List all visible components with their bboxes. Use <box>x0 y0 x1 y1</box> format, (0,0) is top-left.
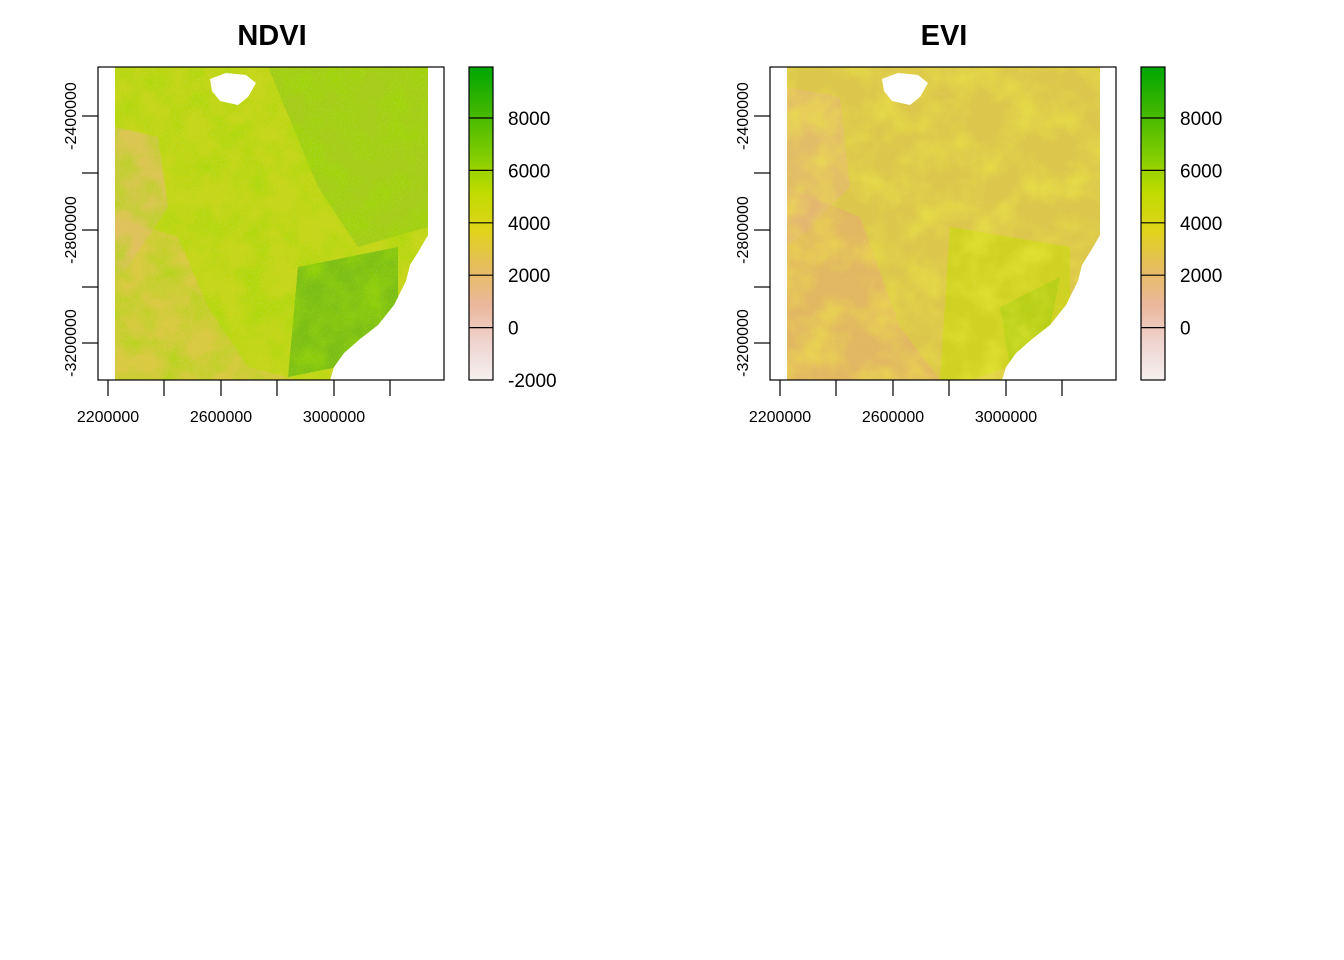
ndvi-legend-tick-label: 2000 <box>508 266 550 287</box>
ndvi-colorbar-frame <box>468 66 494 381</box>
ndvi-x-tick-label: 3000000 <box>303 409 365 426</box>
ndvi-raster <box>115 67 428 380</box>
ndvi-legend-tick-label: 8000 <box>508 109 550 130</box>
ndvi-colorbar <box>469 67 493 380</box>
ndvi-legend: -2000 0 2000 4000 6000 8000 <box>468 66 557 392</box>
evi-y-tick-label: -2800000 <box>735 196 752 264</box>
evi-colorbar <box>1141 67 1165 380</box>
evi-x-axis: 2200000 2600000 3000000 <box>749 380 1063 426</box>
evi-raster <box>787 67 1100 380</box>
ndvi-legend-tick-label: -2000 <box>508 371 557 392</box>
evi-x-tick-label: 2200000 <box>749 409 811 426</box>
evi-plot-frame <box>769 66 1117 381</box>
ndvi-legend-tick-label: 0 <box>508 319 519 340</box>
evi-title: EVI <box>921 20 968 52</box>
ndvi-panel: NDVI 2200000 26000 <box>63 20 557 426</box>
ndvi-x-axis: 2200000 2600000 3000000 <box>77 380 391 426</box>
ndvi-y-tick-label: -2800000 <box>63 196 80 264</box>
ndvi-y-tick-label: -2400000 <box>63 82 80 150</box>
ndvi-legend-tick-label: 6000 <box>508 161 550 182</box>
ndvi-plot-frame <box>97 66 445 381</box>
evi-x-tick-label: 2600000 <box>862 409 924 426</box>
evi-colorbar-frame <box>1140 66 1166 381</box>
ndvi-x-tick-label: 2200000 <box>77 409 139 426</box>
evi-legend-tick-label: 2000 <box>1180 266 1222 287</box>
evi-x-tick-label: 3000000 <box>975 409 1037 426</box>
evi-legend-tick-label: 6000 <box>1180 161 1222 182</box>
evi-y-tick-label: -3200000 <box>735 309 752 377</box>
evi-y-tick-label: -2400000 <box>735 82 752 150</box>
ndvi-y-axis: -2400000 -2800000 -3200000 <box>63 82 98 377</box>
evi-legend-tick-label: 0 <box>1180 319 1191 340</box>
evi-legend: 0 2000 4000 6000 8000 <box>1140 66 1222 381</box>
ndvi-legend-tick-label: 4000 <box>508 214 550 235</box>
evi-legend-tick-label: 8000 <box>1180 109 1222 130</box>
ndvi-y-tick-label: -3200000 <box>63 309 80 377</box>
evi-panel: EVI 2200000 2600000 3000000 <box>735 20 1222 426</box>
ndvi-x-tick-label: 2600000 <box>190 409 252 426</box>
ndvi-title: NDVI <box>237 20 306 52</box>
evi-y-axis: -2400000 -2800000 -3200000 <box>735 82 770 377</box>
evi-legend-tick-label: 4000 <box>1180 214 1222 235</box>
